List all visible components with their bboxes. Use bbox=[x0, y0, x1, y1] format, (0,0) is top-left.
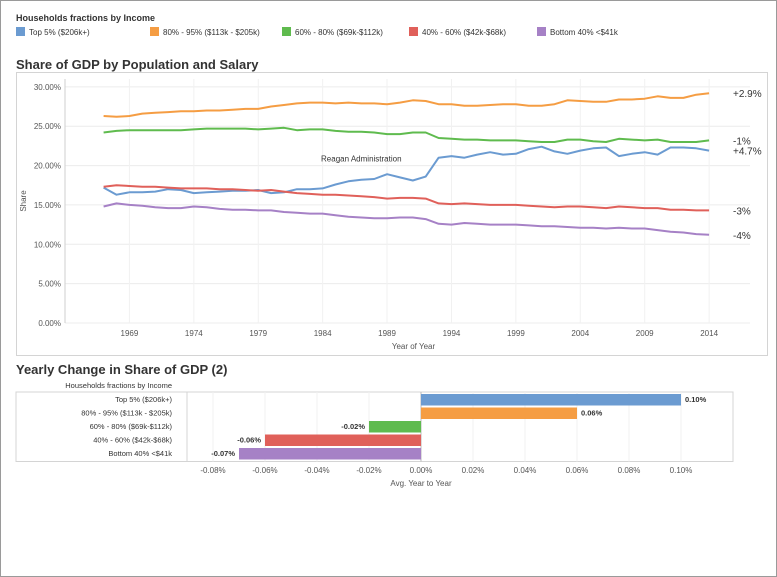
x-axis-label: Year of Year bbox=[392, 342, 436, 351]
y-tick-label: 5.00% bbox=[38, 280, 61, 289]
reagan-annotation: Reagan Administration bbox=[321, 155, 402, 164]
series-end-label: +4.7% bbox=[733, 147, 762, 158]
line-chart-title: Share of GDP by Population and Salary bbox=[16, 57, 259, 72]
x-tick-label: 1979 bbox=[249, 329, 267, 338]
x-tick-label: 2004 bbox=[571, 329, 589, 338]
bar-pane bbox=[15, 391, 734, 462]
bar-row-header: Households fractions by Income bbox=[65, 381, 172, 390]
line-chart-pane: 0.00% 5.00% 10.00% 15.00% 20.00% 25.00% 30.00%… bbox=[16, 72, 768, 356]
y-tick-label: 20.00% bbox=[34, 162, 61, 171]
bar-value-label: -0.07% bbox=[211, 449, 235, 458]
bar-x-tick-label: 0.02% bbox=[462, 466, 485, 475]
y-tick-label: 10.00% bbox=[34, 240, 61, 249]
legend-item-label: 80% - 95% ($113k - $205k) bbox=[163, 28, 260, 37]
legend-item-60-80[interactable]: 60% - 80% ($69k-$112k) bbox=[282, 27, 383, 37]
bar-4 bbox=[239, 448, 421, 460]
legend-item-80-95[interactable]: 80% - 95% ($113k - $205k) bbox=[150, 27, 260, 37]
legend-item-label: 40% - 60% ($42k-$68k) bbox=[422, 28, 507, 37]
y-axis-label: Share bbox=[19, 190, 28, 212]
bar-x-axis-label: Avg. Year to Year bbox=[390, 479, 452, 488]
bar-x-tick-label: 0.08% bbox=[618, 466, 641, 475]
series-end-label: +2.9% bbox=[733, 89, 762, 100]
bar-2 bbox=[369, 421, 421, 433]
bar-value-label: -0.06% bbox=[237, 436, 261, 445]
series-line-0 bbox=[103, 145, 710, 196]
bar-x-tick-label: -0.02% bbox=[356, 466, 381, 475]
y-tick-label: 0.00% bbox=[38, 319, 61, 328]
y-tick-label: 30.00% bbox=[34, 83, 61, 92]
series-end-label: -3% bbox=[733, 206, 751, 217]
bar-category-label: 60% - 80% ($69k-$112k) bbox=[90, 422, 173, 431]
bar-x-tick-label: 0.10% bbox=[670, 466, 693, 475]
legend-item-label: Bottom 40% <$41k bbox=[550, 28, 618, 37]
legend-item-40-60[interactable]: 40% - 60% ($42k-$68k) bbox=[409, 27, 506, 37]
legend-swatch bbox=[282, 27, 291, 36]
bar-category-label: 80% - 95% ($113k - $205k) bbox=[81, 409, 172, 418]
legend-item-label: Top 5% ($206k+) bbox=[29, 28, 90, 37]
line-chart: 0.00% 5.00% 10.00% 15.00% 20.00% 25.00% 30.00%… bbox=[19, 79, 762, 351]
legend-title: Households fractions by Income bbox=[16, 13, 156, 23]
series-line-1 bbox=[103, 92, 710, 118]
x-tick-label: 1999 bbox=[507, 329, 525, 338]
bar-chart-title: Yearly Change in Share of GDP (2) bbox=[16, 362, 228, 377]
bar-1 bbox=[421, 407, 577, 419]
x-tick-label: 2014 bbox=[700, 329, 718, 338]
series-line-2 bbox=[103, 126, 710, 143]
x-tick-label: 1974 bbox=[185, 329, 203, 338]
bar-x-tick-label: 0.00% bbox=[410, 466, 433, 475]
bar-x-tick-label: 0.04% bbox=[514, 466, 537, 475]
bar-3 bbox=[265, 434, 421, 446]
bar-value-label: 0.10% bbox=[685, 395, 707, 404]
legend-item-top5[interactable]: Top 5% ($206k+) bbox=[16, 27, 90, 37]
bar-x-tick-label: -0.04% bbox=[304, 466, 329, 475]
series-line-4 bbox=[103, 202, 710, 236]
y-tick-label: 25.00% bbox=[34, 122, 61, 131]
legend-swatch bbox=[409, 27, 418, 36]
x-tick-label: 1989 bbox=[378, 329, 396, 338]
bar-value-label: 0.06% bbox=[581, 409, 603, 418]
legend-swatch bbox=[537, 27, 546, 36]
series-end-label: -4% bbox=[733, 231, 751, 242]
bar-category-label: Bottom 40% <$41k bbox=[108, 449, 172, 458]
series-end-label: -1% bbox=[733, 136, 751, 147]
x-tick-label: 1984 bbox=[314, 329, 332, 338]
x-tick-label: 1994 bbox=[443, 329, 461, 338]
y-tick-label: 15.00% bbox=[34, 201, 61, 210]
bar-value-label: -0.02% bbox=[341, 422, 365, 431]
bar-category-label: Top 5% ($206k+) bbox=[115, 395, 172, 404]
bar-x-tick-label: 0.06% bbox=[566, 466, 589, 475]
bar-x-tick-label: -0.08% bbox=[200, 466, 225, 475]
bar-category-label: 40% - 60% ($42k-$68k) bbox=[93, 436, 172, 445]
legend-item-label: 60% - 80% ($69k-$112k) bbox=[295, 28, 383, 37]
legend-swatch bbox=[16, 27, 25, 36]
x-tick-label: 2009 bbox=[636, 329, 654, 338]
x-tick-label: 1969 bbox=[121, 329, 139, 338]
bar-chart: Households fractions by Income -0.08% -0.0… bbox=[15, 381, 734, 488]
bar-0 bbox=[421, 394, 681, 406]
legend-item-bottom40[interactable]: Bottom 40% <$41k bbox=[537, 27, 618, 37]
bar-x-tick-label: -0.06% bbox=[252, 466, 277, 475]
legend-swatch bbox=[150, 27, 159, 36]
series-line-3 bbox=[103, 184, 710, 212]
